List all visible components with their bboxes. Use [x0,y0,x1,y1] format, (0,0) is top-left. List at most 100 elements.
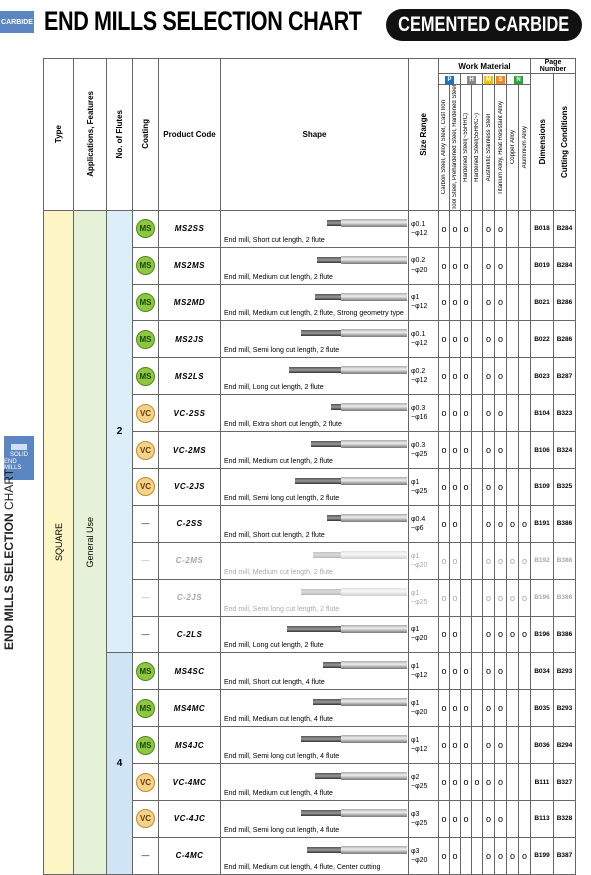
product-code[interactable]: MS2MD [158,283,221,322]
dimensions-page-link[interactable]: B192 [530,541,554,580]
material-label: Tool Steel, Prehardened Steel, Hardened … [449,84,461,211]
product-code[interactable]: VC-2SS [158,394,221,433]
cutting-conditions-page-link[interactable]: B323 [553,394,576,433]
material-suitability: o [482,652,495,691]
side-tab-line2: END MILLS [4,458,22,472]
cutting-conditions-page-link[interactable]: B286 [553,283,576,322]
cutting-conditions-page-link[interactable]: B286 [553,320,576,359]
product-code[interactable]: VC-2MS [158,431,221,469]
size-range-cell: φ0.2 ~φ20 [408,246,439,285]
cutting-conditions-page-link[interactable]: B293 [553,689,576,728]
size-range-cell: φ3 ~φ25 [408,800,439,838]
coating-ms-icon: MS [136,366,155,386]
end-mill-illustration [301,587,407,596]
dimensions-page-link[interactable]: B018 [530,209,554,248]
product-code[interactable]: C-2MS [158,541,221,580]
material-suitability [518,283,531,322]
dimensions-page-link[interactable]: B196 [530,615,554,654]
product-code[interactable]: MS2JS [158,320,221,359]
tool-description: End mill, Short cut length, 2 flute [224,236,325,244]
dimensions-page-link[interactable]: B191 [530,504,554,543]
material-suitability: o [482,763,495,801]
cutting-conditions-page-link[interactable]: B325 [553,467,576,506]
cutting-conditions-page-link[interactable]: B386 [553,578,576,617]
material-suitability: o [460,320,472,359]
end-mill-illustration [295,476,407,485]
material-suitability: o [482,726,495,765]
dimensions-page-link[interactable]: B106 [530,431,554,469]
product-code[interactable]: MS4SC [158,652,221,691]
dimensions-page-link[interactable]: B113 [530,800,554,838]
material-suitability [518,394,531,433]
application-cell: General Use [73,209,107,875]
tool-description: End mill, Medium cut length, 2 flute [224,568,333,576]
material-suitability: o [438,246,450,285]
material-suitability: o [460,467,472,506]
cutting-conditions-page-link[interactable]: B294 [553,726,576,765]
dimensions-page-link[interactable]: B109 [530,467,554,506]
end-mill-illustration [327,513,407,522]
material-suitability: o [449,283,461,322]
product-code[interactable]: C-4MC [158,836,221,875]
dimensions-page-link[interactable]: B021 [530,283,554,322]
end-mill-illustration [327,218,407,227]
dimensions-page-link[interactable]: B035 [530,689,554,728]
product-code[interactable]: VC-2JS [158,467,221,506]
tool-description: End mill, Medium cut length, 2 flute [224,273,333,281]
product-code[interactable]: MS4MC [158,689,221,728]
end-mill-illustration [315,292,407,301]
product-code[interactable]: VC-4MC [158,763,221,801]
dimensions-page-link[interactable]: B023 [530,357,554,396]
tool-description: End mill, Medium cut length, 4 flute [224,790,333,797]
coating-vc-icon: VC [136,809,155,829]
cutting-conditions-page-link[interactable]: B324 [553,431,576,469]
cutting-conditions-page-link[interactable]: B327 [553,763,576,801]
size-range-cell: φ1 ~φ25 [408,578,439,617]
product-code[interactable]: C-2LS [158,615,221,654]
product-code[interactable]: VC-4JC [158,800,221,838]
material-suitability: o [438,357,450,396]
material-suitability: o [449,320,461,359]
material-suitability: o [506,578,519,617]
coating-vc-icon: VC [136,477,155,497]
product-code[interactable]: MS2SS [158,209,221,248]
no-coating-mark: — [141,851,150,861]
end-mill-illustration [301,329,407,338]
coating-ms-icon: MS [136,256,155,276]
dimensions-page-link[interactable]: B104 [530,394,554,433]
product-code[interactable]: MS4JC [158,726,221,765]
end-mill-illustration [323,661,407,670]
material-suitability [518,800,531,838]
product-code[interactable]: C-2JS [158,578,221,617]
dimensions-page-link[interactable]: B034 [530,652,554,691]
cutting-conditions-page-link[interactable]: B386 [553,541,576,580]
col-size-range: Size Range [408,58,439,211]
dimensions-page-link[interactable]: B199 [530,836,554,875]
coating-cell: MS [132,320,159,359]
cutting-conditions-page-link[interactable]: B386 [553,504,576,543]
material-label: Hardened Steel(55HRC~) [471,84,483,211]
cutting-conditions-page-link[interactable]: B284 [553,246,576,285]
material-suitability: o [518,615,531,654]
cutting-conditions-page-link[interactable]: B387 [553,836,576,875]
shape-cell: End mill, Semi long cut length, 2 flute [220,467,409,506]
cutting-conditions-page-link[interactable]: B287 [553,357,576,396]
cutting-conditions-page-link[interactable]: B328 [553,800,576,838]
dimensions-page-link[interactable]: B111 [530,763,554,801]
dimensions-page-link[interactable]: B019 [530,246,554,285]
material-suitability: o [494,283,507,322]
cutting-conditions-page-link[interactable]: B386 [553,615,576,654]
size-range-cell: φ1 ~φ20 [408,615,439,654]
dimensions-page-link[interactable]: B036 [530,726,554,765]
product-code[interactable]: MS2MS [158,246,221,285]
coating-cell: MS [132,357,159,396]
no-coating-mark: — [141,556,150,566]
cutting-conditions-page-link[interactable]: B284 [553,209,576,248]
dimensions-page-link[interactable]: B022 [530,320,554,359]
cutting-conditions-page-link[interactable]: B293 [553,652,576,691]
product-code[interactable]: C-2SS [158,504,221,543]
product-code[interactable]: MS2LS [158,357,221,396]
shape-cell: End mill, Extra short cut length, 2 flut… [220,394,409,433]
dimensions-page-link[interactable]: B196 [530,578,554,617]
size-range-cell: φ1 ~φ12 [408,652,439,691]
